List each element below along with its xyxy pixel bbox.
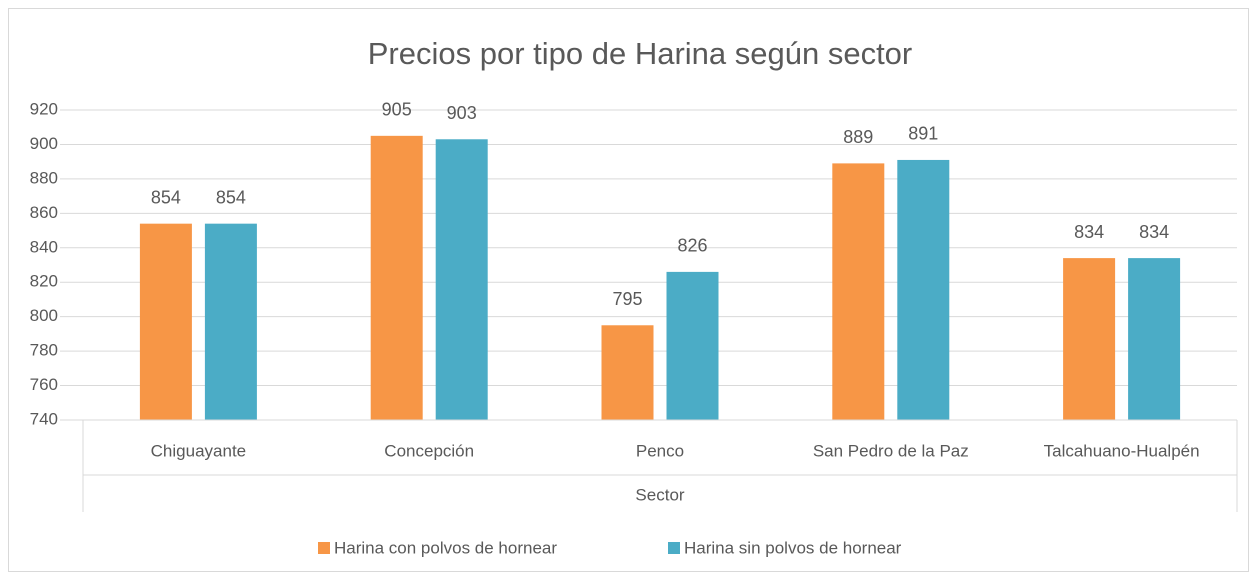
bar (897, 159, 950, 420)
bar (204, 223, 257, 420)
bar (435, 139, 488, 420)
bar (601, 325, 654, 420)
value-label: 903 (447, 103, 477, 123)
legend-label: Harina con polvos de hornear (334, 538, 557, 557)
x-tick-label: San Pedro de la Paz (813, 441, 969, 460)
y-tick-label: 880 (30, 168, 58, 187)
y-tick-label: 760 (30, 375, 58, 394)
value-label: 891 (908, 124, 938, 144)
value-label: 854 (151, 187, 181, 207)
value-label: 826 (677, 236, 707, 256)
x-tick-label: Penco (636, 441, 684, 460)
y-tick-label: 780 (30, 341, 58, 360)
value-label: 834 (1074, 222, 1104, 242)
value-label: 854 (216, 187, 246, 207)
y-tick-label: 840 (30, 237, 58, 256)
value-label: 834 (1139, 222, 1169, 242)
bar (666, 271, 719, 420)
x-axis-title: Sector (635, 485, 684, 504)
value-label: 795 (612, 289, 642, 309)
y-tick-label: 920 (30, 99, 58, 118)
bar (370, 135, 423, 421)
value-label: 905 (382, 100, 412, 120)
chart-title: Precios por tipo de Harina según sector (368, 36, 913, 71)
bar (1063, 258, 1116, 420)
y-tick-label: 740 (30, 409, 58, 428)
y-tick-label: 800 (30, 306, 58, 325)
bar (1128, 258, 1181, 420)
x-tick-label: Chiguayante (151, 441, 246, 460)
y-tick-label: 900 (30, 134, 58, 153)
x-tick-label: Concepción (384, 441, 474, 460)
value-label: 889 (843, 127, 873, 147)
y-tick-label: 820 (30, 272, 58, 291)
y-tick-label: 860 (30, 203, 58, 222)
legend-label: Harina sin polvos de hornear (684, 538, 902, 557)
legend-swatch (668, 542, 680, 554)
x-tick-label: Talcahuano-Hualpén (1044, 441, 1200, 460)
bar (832, 163, 885, 420)
legend-swatch (318, 542, 330, 554)
bar (139, 223, 192, 420)
